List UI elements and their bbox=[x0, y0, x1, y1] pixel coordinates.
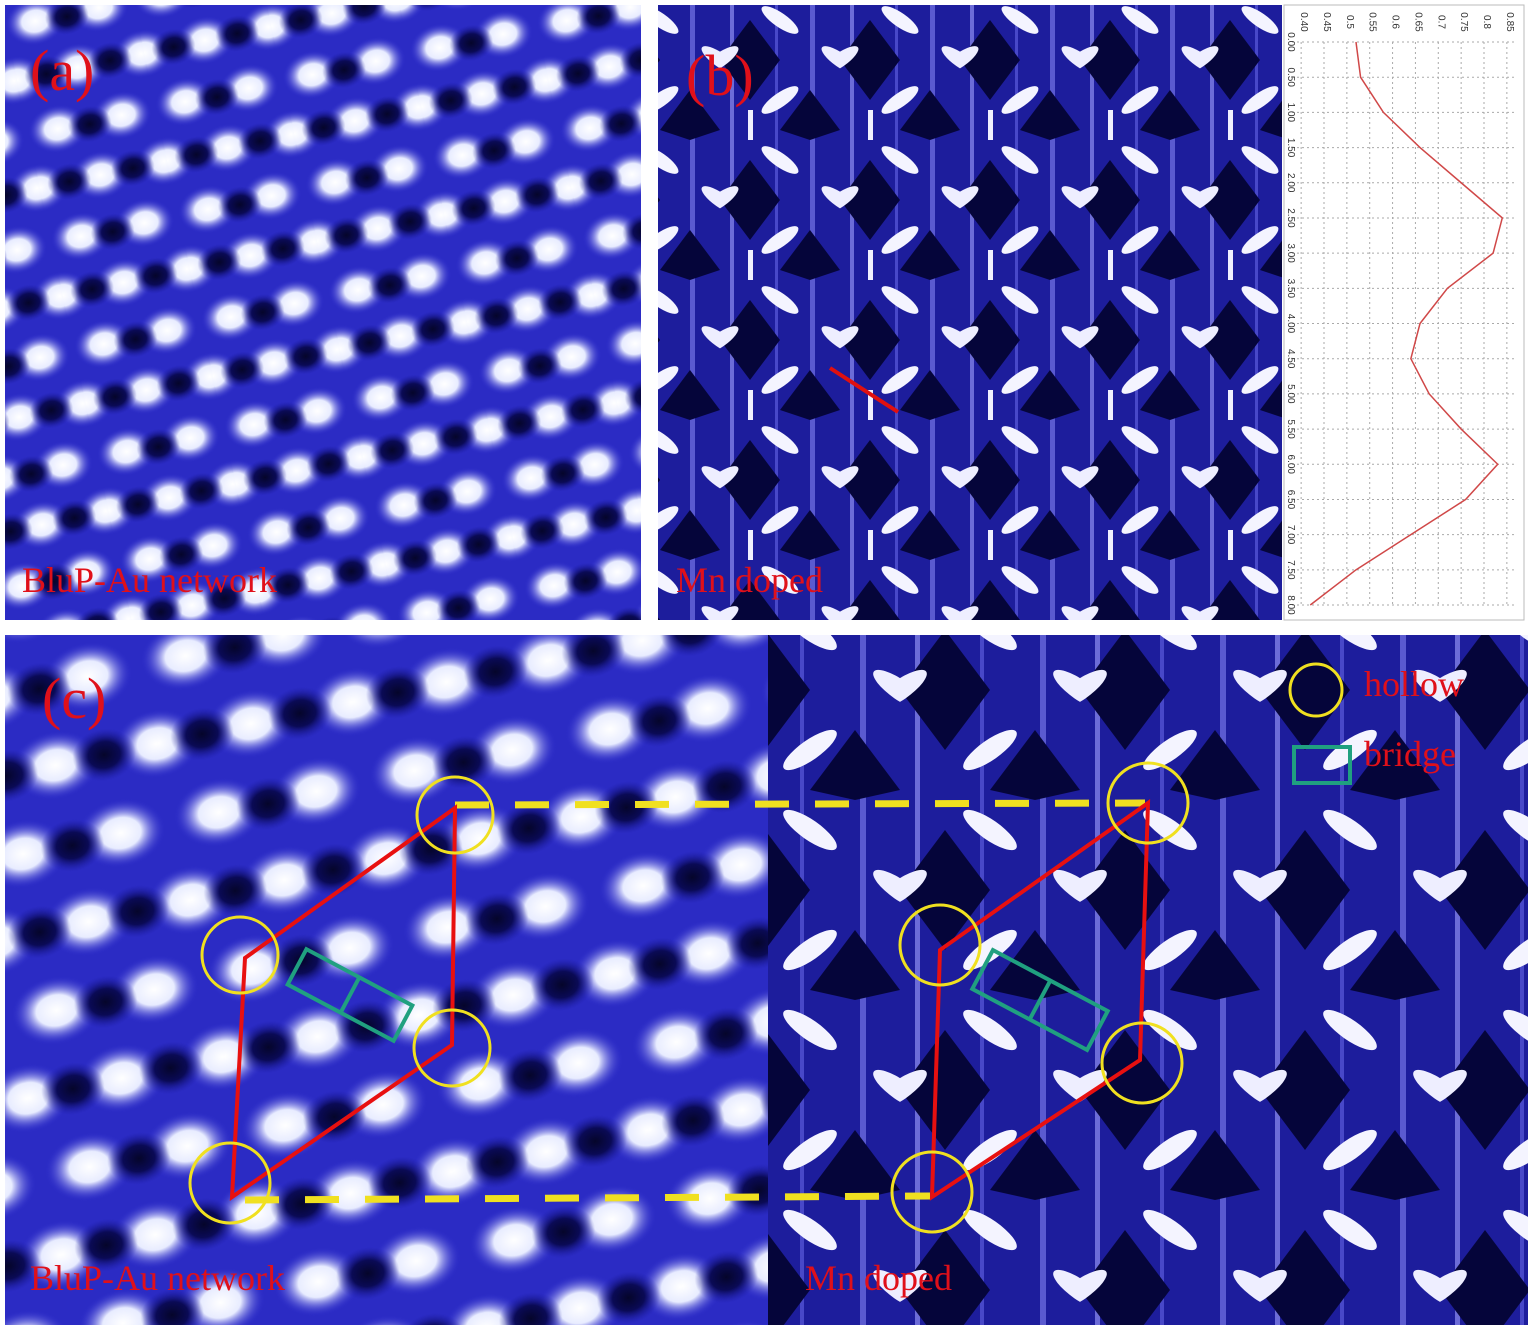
profile-curve bbox=[1309, 41, 1504, 606]
x-tick-label: 4.00 bbox=[1285, 314, 1296, 334]
y-tick-label: 0.75 bbox=[1458, 12, 1469, 32]
y-tick-label: 0.6 bbox=[1390, 15, 1401, 29]
x-tick-label: 2.00 bbox=[1285, 173, 1296, 193]
y-tick-label: 0.55 bbox=[1367, 12, 1378, 32]
x-tick-label: 1.00 bbox=[1285, 103, 1296, 123]
x-tick-label: 6.50 bbox=[1285, 490, 1296, 510]
caption: BluP-Au network bbox=[22, 560, 277, 600]
legend-bridge: bridge bbox=[1364, 734, 1456, 774]
x-tick-label: 5.00 bbox=[1285, 384, 1296, 404]
legend-hollow: hollow bbox=[1364, 664, 1464, 704]
x-tick-label: 1.50 bbox=[1285, 138, 1296, 158]
y-tick-label: 0.8 bbox=[1481, 15, 1492, 29]
caption: Mn doped bbox=[805, 1258, 952, 1298]
x-tick-label: 2.50 bbox=[1285, 208, 1296, 228]
x-tick-label: 4.50 bbox=[1285, 349, 1296, 369]
x-tick-label: 6.00 bbox=[1285, 455, 1296, 475]
x-tick-label: 3.00 bbox=[1285, 243, 1296, 263]
y-tick-label: 0.7 bbox=[1435, 15, 1446, 29]
x-tick-label: 5.50 bbox=[1285, 419, 1296, 439]
y-tick-label: 0.65 bbox=[1412, 12, 1423, 32]
x-tick-label: 3.50 bbox=[1285, 279, 1296, 299]
x-tick-label: 7.00 bbox=[1285, 525, 1296, 545]
caption: Mn doped bbox=[676, 560, 823, 600]
panel-label: (b) bbox=[686, 43, 754, 108]
stm-image-a bbox=[5, 5, 641, 620]
overlay bbox=[188, 662, 1352, 1234]
y-tick-label: 0.85 bbox=[1504, 12, 1515, 32]
y-tick-label: 0.40 bbox=[1298, 12, 1309, 32]
profile-plot bbox=[1283, 4, 1525, 621]
stm-image-b bbox=[658, 5, 1282, 620]
y-tick-label: 0.45 bbox=[1321, 12, 1332, 32]
profile-line bbox=[828, 366, 900, 414]
x-tick-label: 0.00 bbox=[1285, 32, 1296, 52]
stm-image-c-left bbox=[5, 635, 768, 1325]
caption: BluP-Au network bbox=[30, 1258, 285, 1298]
x-tick-label: 7.50 bbox=[1285, 560, 1296, 580]
x-tick-label: 8.00 bbox=[1285, 595, 1296, 615]
panel-label: (a) bbox=[30, 38, 94, 103]
panel-label: (c) bbox=[42, 666, 106, 731]
x-tick-label: 0.50 bbox=[1285, 67, 1296, 87]
y-tick-label: 0.5 bbox=[1344, 15, 1355, 29]
